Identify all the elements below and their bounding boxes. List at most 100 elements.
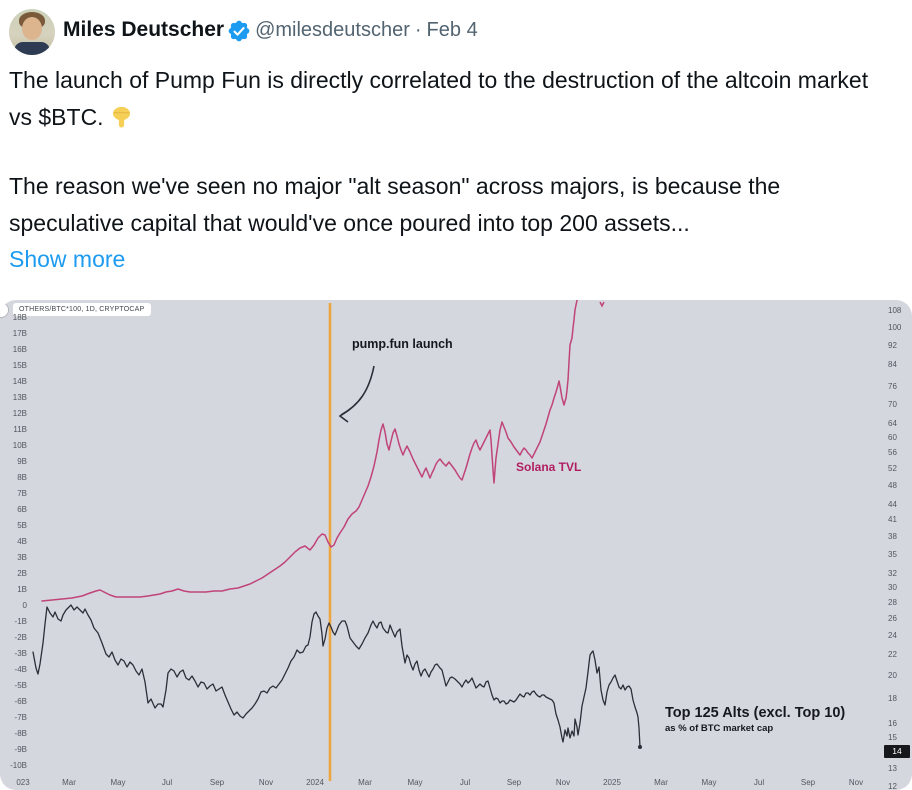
axis-tick-label: 13B xyxy=(12,393,27,402)
axis-tick-label: -3B xyxy=(14,649,27,658)
tweet-paragraph-1: The launch of Pump Fun is directly corre… xyxy=(9,67,869,130)
axis-tick-label: 11B xyxy=(13,425,27,434)
tweet-paragraph-2: The reason we've seen no major "alt seas… xyxy=(9,173,781,236)
axis-tick-label: 16B xyxy=(12,345,27,354)
axis-tick-label: 22 xyxy=(888,650,897,659)
axis-tick-label: 84 xyxy=(888,360,897,369)
axis-tick-label: -5B xyxy=(14,681,27,690)
axis-tick-label: 18B xyxy=(12,313,27,322)
axis-tick-label: 12B xyxy=(12,409,27,418)
axis-tick-label: 24 xyxy=(888,631,897,640)
axis-tick-label: -9B xyxy=(14,745,27,754)
axis-tick-label: 41 xyxy=(888,515,897,524)
chart-symbol-title: OTHERS/BTC*100, 1D, CRYPTOCAP xyxy=(13,303,152,316)
axis-tick-label: 1B xyxy=(17,585,27,594)
axis-tick-label: Nov xyxy=(555,778,571,787)
axis-tick-label: 100 xyxy=(888,323,902,332)
pump-fun-launch-label: pump.fun launch xyxy=(352,337,453,351)
axis-tick-label: 2024 xyxy=(306,778,324,787)
axis-tick-label: 8B xyxy=(17,473,27,482)
timestamp[interactable]: Feb 4 xyxy=(426,18,478,41)
axis-tick-label: 44 xyxy=(888,500,897,509)
chart-plot-svg xyxy=(32,300,642,781)
axis-tick-label: 52 xyxy=(888,464,897,473)
axis-tick-label: 14B xyxy=(12,377,27,386)
axis-tick-label: -6B xyxy=(14,697,27,706)
alts-line xyxy=(32,604,641,748)
tweet-body: The launch of Pump Fun is directly corre… xyxy=(9,62,881,278)
axis-tick-label: 76 xyxy=(888,382,897,391)
axis-tick-label: 108 xyxy=(888,306,902,315)
axis-tick-label: 9B xyxy=(17,457,27,466)
axis-tick-label: 10B xyxy=(12,441,27,450)
avatar[interactable] xyxy=(9,9,55,55)
axis-tick-label: 17B xyxy=(12,329,27,338)
alts-series-label-title: Top 125 Alts (excl. Top 10) xyxy=(665,705,846,721)
alts-series-label: Top 125 Alts (excl. Top 10) as % of BTC … xyxy=(665,705,845,734)
axis-tick-label: -4B xyxy=(14,665,27,674)
axis-tick-label: Sep xyxy=(209,778,225,787)
axis-tick-label: 13 xyxy=(888,764,897,773)
axis-tick-label: 4B xyxy=(17,537,27,546)
verified-badge-icon xyxy=(228,20,250,42)
alts-series-label-subtitle: as % of BTC market cap xyxy=(665,723,774,734)
axis-tick-label: Mar xyxy=(654,778,668,787)
solana-tvl-line xyxy=(41,300,578,602)
separator-dot: · xyxy=(414,18,422,41)
axis-tick-label: 12 xyxy=(888,782,897,790)
axis-tick-label: 6B xyxy=(17,505,27,514)
axis-tick-label: 32 xyxy=(888,569,897,578)
axis-tick-label: 92 xyxy=(888,341,897,350)
axis-tick-label: 15B xyxy=(12,361,27,370)
alts-line-end-dot xyxy=(638,745,642,749)
avatar-face xyxy=(22,17,42,40)
axis-tick-label: 18 xyxy=(888,694,897,703)
axis-tick-label: 2B xyxy=(17,569,27,578)
axis-tick-label: 16 xyxy=(888,719,897,728)
axis-tick-label: 38 xyxy=(888,532,897,541)
axis-tick-label: -8B xyxy=(14,729,27,738)
axis-tick-label: 26 xyxy=(888,614,897,623)
tweet-header: Miles Deutscher @milesdeutscher · Feb 4 xyxy=(63,18,478,42)
axis-tick-label: 15 xyxy=(888,733,897,742)
axis-tick-label: -10B xyxy=(10,761,27,770)
axis-tick-label: 70 xyxy=(888,400,897,409)
axis-tick-label: May xyxy=(407,778,423,787)
axis-tick-label: 20 xyxy=(888,671,897,680)
axis-tick-label: 0 xyxy=(22,601,27,610)
axis-tick-label: Nov xyxy=(258,778,274,787)
axis-tick-label: 28 xyxy=(888,598,897,607)
axis-tick-label: 60 xyxy=(888,433,897,442)
axis-tick-label: 7B xyxy=(17,489,27,498)
axis-tick-label: 56 xyxy=(888,448,897,457)
axis-tick-label: Sep xyxy=(800,778,816,787)
pointing-down-emoji-icon xyxy=(112,106,130,127)
show-more-link[interactable]: Show more xyxy=(9,246,126,272)
axis-tick-label: May xyxy=(110,778,126,787)
axis-tick-label: May xyxy=(701,778,717,787)
axis-tick-label: -1B xyxy=(14,617,27,626)
axis-tick-label: -2B xyxy=(14,633,27,642)
annotation-arrowhead xyxy=(338,409,350,423)
axis-tick-label: 2025 xyxy=(603,778,621,787)
avatar-torso xyxy=(14,42,50,55)
chart-media[interactable]: OTHERS/BTC*100, 1D, CRYPTOCAP 18B 17B 16B 1… xyxy=(0,300,912,790)
user-handle[interactable]: @milesdeutscher xyxy=(255,18,410,41)
solana-tvl-line-blip xyxy=(599,301,605,308)
axis-tick-label: Mar xyxy=(62,778,76,787)
axis-tick-label: 35 xyxy=(888,550,897,559)
axis-tick-label: Jul xyxy=(161,778,173,787)
axis-tick-label: Mar xyxy=(358,778,372,787)
axis-tick-label: 30 xyxy=(888,583,897,592)
axis-tick-label: -7B xyxy=(14,713,27,722)
axis-tick-label: Jul xyxy=(753,778,765,787)
display-name[interactable]: Miles Deutscher xyxy=(63,18,225,41)
axis-tick-label: 023 xyxy=(16,778,30,787)
last-price-badge: 14 xyxy=(884,745,910,758)
axis-tick-label: 3B xyxy=(17,553,27,562)
annotation-arrow xyxy=(340,365,375,416)
axis-tick-label: 5B xyxy=(17,521,27,530)
axis-tick-label: Sep xyxy=(506,778,522,787)
solana-tvl-label: Solana TVL xyxy=(516,460,582,474)
